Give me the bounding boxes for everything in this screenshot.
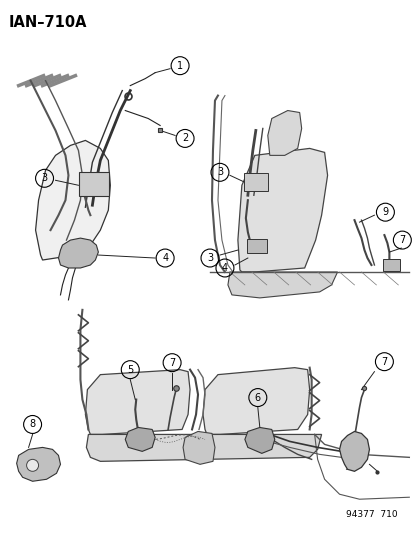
Polygon shape [85, 370, 190, 434]
Text: 2: 2 [181, 133, 188, 143]
FancyBboxPatch shape [79, 172, 109, 196]
Text: 94377  710: 94377 710 [345, 510, 396, 519]
Polygon shape [202, 368, 309, 434]
Polygon shape [125, 427, 155, 451]
Text: 4: 4 [161, 253, 168, 263]
Polygon shape [86, 434, 321, 462]
Circle shape [26, 459, 38, 471]
Polygon shape [183, 431, 214, 464]
Polygon shape [228, 272, 337, 298]
Text: 7: 7 [398, 235, 404, 245]
Polygon shape [237, 148, 327, 272]
FancyBboxPatch shape [382, 259, 399, 271]
Polygon shape [36, 140, 110, 260]
Polygon shape [267, 110, 301, 156]
Text: 5: 5 [127, 365, 133, 375]
Text: 3: 3 [216, 167, 223, 177]
FancyBboxPatch shape [243, 173, 267, 191]
Polygon shape [339, 431, 368, 471]
Text: 8: 8 [29, 419, 36, 430]
Text: 3: 3 [41, 173, 47, 183]
Text: 4: 4 [221, 263, 228, 273]
Text: 6: 6 [254, 393, 260, 402]
Polygon shape [58, 238, 98, 268]
Polygon shape [244, 427, 274, 454]
Text: IAN–710A: IAN–710A [9, 15, 87, 30]
FancyBboxPatch shape [246, 239, 266, 253]
Text: 7: 7 [169, 358, 175, 368]
Text: 1: 1 [177, 61, 183, 71]
Polygon shape [17, 447, 60, 481]
Text: 7: 7 [380, 357, 387, 367]
Text: 9: 9 [382, 207, 387, 217]
Text: 3: 3 [206, 253, 213, 263]
